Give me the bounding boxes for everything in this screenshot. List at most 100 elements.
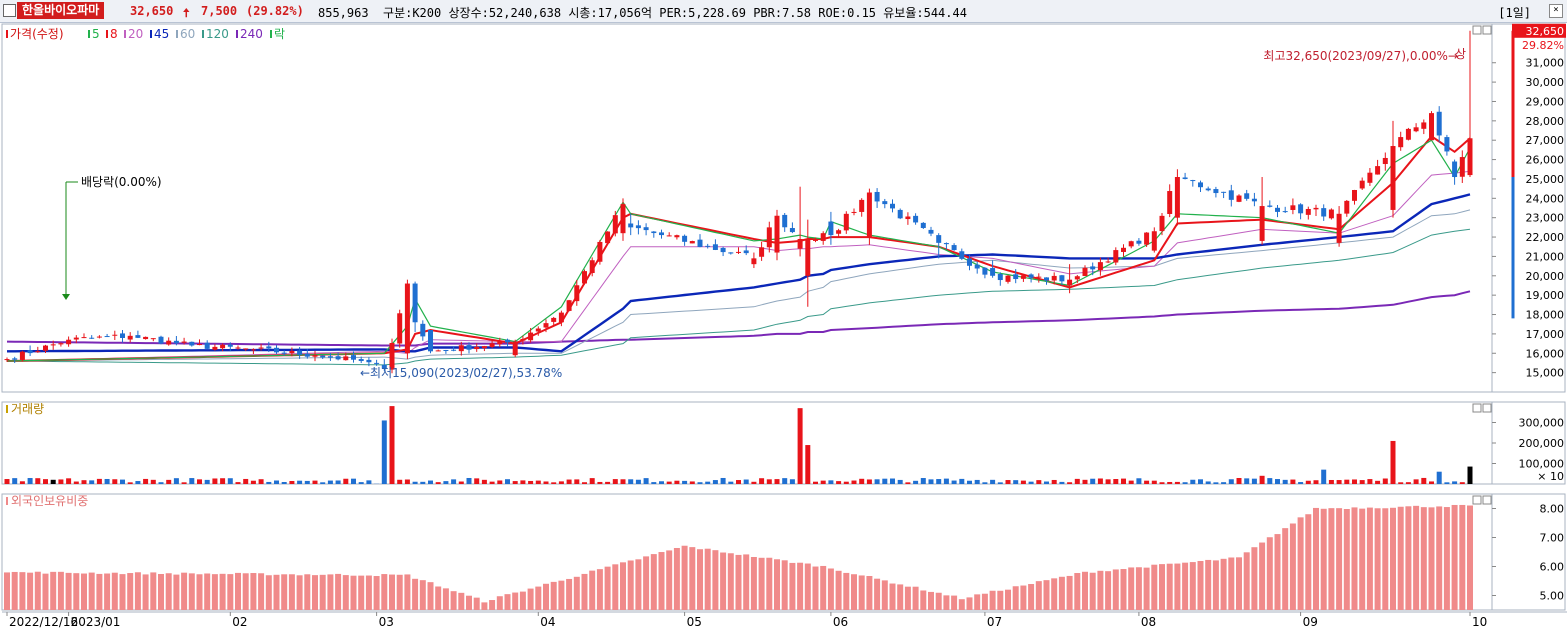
foreign-bar	[650, 554, 657, 610]
candle	[1205, 186, 1211, 192]
candle-body	[120, 333, 125, 338]
y-tick-label: 28,000	[1526, 115, 1565, 128]
candle-body	[836, 230, 842, 234]
volume-bar	[843, 481, 849, 484]
foreign-bar	[281, 574, 288, 610]
dividend-arrow-icon	[62, 294, 70, 300]
foreign-bar	[904, 586, 911, 610]
period-selector[interactable]: [1일]	[1498, 6, 1531, 20]
foreign-bar	[1189, 562, 1196, 610]
candle-body	[404, 283, 410, 354]
current-price: 32,650	[130, 4, 174, 18]
maximize-icon[interactable]	[1482, 495, 1492, 505]
volume-bar	[366, 480, 372, 484]
candle	[805, 219, 811, 307]
stock-name[interactable]: 한올바이오파마	[17, 2, 105, 19]
candle	[597, 239, 603, 265]
candle-body	[1267, 205, 1273, 207]
foreign-bar	[543, 583, 549, 610]
maximize-icon[interactable]	[1482, 25, 1492, 35]
candle-body	[1305, 208, 1311, 215]
candle	[736, 247, 741, 254]
candle-body	[1290, 205, 1296, 210]
select-checkbox[interactable]	[3, 4, 16, 17]
volume-bar	[397, 479, 403, 484]
volume-bar	[512, 481, 518, 484]
volume-bar	[982, 482, 988, 484]
candle-body	[1236, 195, 1242, 202]
candle	[481, 345, 487, 352]
volume-bar	[1321, 469, 1327, 484]
candle-body	[112, 334, 118, 336]
candle	[127, 332, 133, 343]
volume-bar	[73, 481, 79, 484]
candle	[435, 349, 441, 352]
minimize-icon[interactable]	[1472, 403, 1482, 413]
volume-bar	[697, 482, 703, 484]
candle	[682, 234, 688, 246]
candle	[335, 352, 341, 361]
foreign-bar	[1012, 586, 1019, 610]
volume-bar	[274, 480, 279, 484]
maximize-icon[interactable]	[1482, 403, 1492, 413]
foreign-bar	[104, 573, 111, 610]
foreign-bar	[1074, 573, 1081, 610]
ma240-line	[6, 290, 1471, 347]
candle-body	[1036, 276, 1042, 278]
foreign-bar	[1005, 589, 1011, 610]
candle	[19, 350, 25, 362]
candle	[96, 335, 102, 339]
ma120-line	[6, 228, 1471, 366]
candle	[1136, 238, 1142, 246]
candle-body	[1298, 204, 1304, 214]
stock-chart[interactable]: 15,000 16,000 17,000 18,000 19,000 20,000 21,0…	[0, 22, 1567, 630]
candle	[1298, 203, 1304, 220]
foreign-bar	[142, 574, 149, 610]
candle-body	[35, 351, 41, 353]
candle	[466, 342, 472, 354]
foreign-bar	[1428, 507, 1435, 610]
candle	[574, 279, 580, 306]
candle-body	[197, 344, 202, 346]
candle	[1290, 198, 1296, 215]
candle-body	[782, 214, 788, 228]
volume-bar	[582, 482, 587, 484]
candle-body	[574, 285, 580, 302]
foreign-bar	[1151, 564, 1158, 610]
volume-bar	[1005, 480, 1011, 484]
candle-body	[343, 356, 349, 361]
foreign-y-tick-label: 6.00	[1540, 561, 1565, 574]
volume-bar	[836, 481, 842, 484]
minimize-icon[interactable]	[1472, 495, 1482, 505]
candle-body	[89, 337, 95, 339]
legend: 가격(수정) 5 8 20 45 60 120 240 락	[6, 27, 285, 41]
foreign-bar	[712, 550, 719, 610]
candle	[1459, 150, 1465, 183]
volume-bar	[1121, 478, 1126, 484]
volume-bar	[743, 479, 749, 484]
x-tick-label: 2023/01	[71, 615, 121, 629]
volume-bar	[66, 478, 72, 484]
foreign-bar	[304, 574, 311, 610]
price-tag: 32,650	[1526, 25, 1565, 38]
volume-bar	[1136, 478, 1142, 484]
candle-body	[1144, 232, 1150, 245]
candle-body	[428, 330, 433, 352]
candle	[1074, 274, 1080, 284]
candle	[320, 355, 326, 359]
candle	[104, 333, 110, 338]
candle	[1121, 244, 1126, 257]
close-icon[interactable]: ×	[1549, 4, 1563, 18]
volume-bar	[466, 477, 472, 484]
candle-body	[50, 344, 56, 346]
foreign-bar	[265, 575, 272, 610]
minimize-icon[interactable]	[1472, 25, 1482, 35]
y-tick-label: 15,000	[1526, 367, 1565, 380]
candle-body	[874, 191, 880, 202]
candle-body	[1151, 231, 1157, 251]
foreign-bar	[250, 573, 257, 610]
foreign-bar	[389, 574, 395, 610]
volume-bar	[1228, 479, 1234, 484]
candle	[1244, 189, 1250, 201]
candle	[612, 210, 618, 237]
